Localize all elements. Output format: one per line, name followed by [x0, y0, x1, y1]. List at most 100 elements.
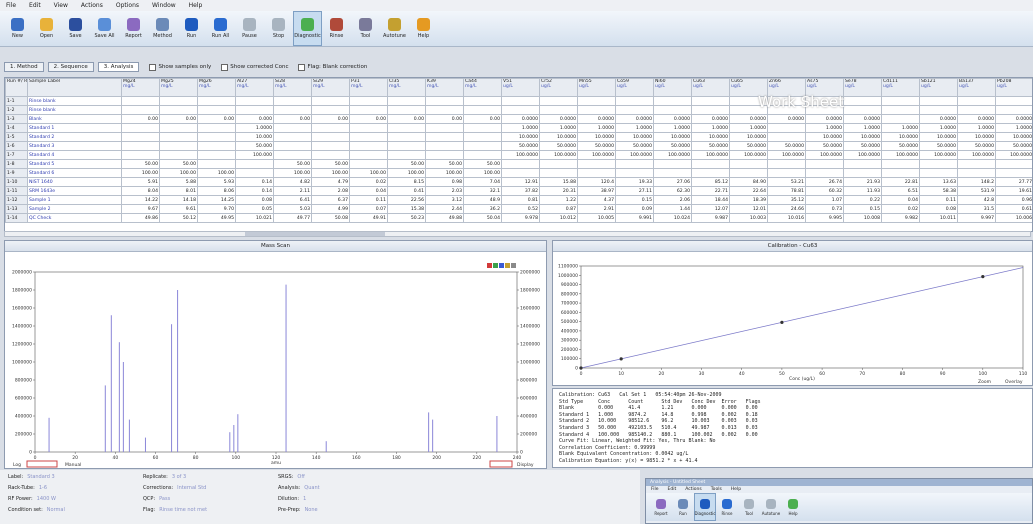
status-value: Pass: [159, 496, 170, 502]
value-cell: [692, 160, 730, 169]
status-area: Label:Standard 3Rack-Tube:1-6RF Power:14…: [0, 470, 640, 524]
checkbox[interactable]: Show corrected Conc: [221, 64, 288, 71]
menu-item[interactable]: Tools: [711, 487, 722, 492]
toolbar-button[interactable]: Open: [32, 11, 61, 46]
value-cell: 10.0000: [692, 133, 730, 142]
table-row: 1-5Standard 210.00010.000010.000010.0000…: [6, 133, 1033, 142]
status-label: SRGS:: [278, 474, 293, 480]
toolbar-button[interactable]: Diagnostic: [694, 493, 716, 521]
unit: ug/L: [731, 84, 766, 89]
toolbar-button[interactable]: Pause: [235, 11, 264, 46]
toolbar-button[interactable]: Run: [177, 11, 206, 46]
toolbar-button[interactable]: Autotune: [760, 493, 782, 521]
toolbar-button[interactable]: Help: [782, 493, 804, 521]
value-cell: [312, 142, 350, 151]
value-cell: 100.00: [426, 169, 464, 178]
value-cell: [426, 133, 464, 142]
menu-item[interactable]: Actions: [685, 487, 701, 492]
value-cell: 35.12: [768, 196, 806, 205]
toolbar-button[interactable]: Stop: [264, 11, 293, 46]
toolbar-button[interactable]: Help: [409, 11, 438, 46]
checkbox-box[interactable]: [298, 64, 305, 71]
toolbar-button[interactable]: Autotune: [380, 11, 409, 46]
menu-item[interactable]: View: [54, 2, 68, 9]
toolbar-label: Rinse: [722, 511, 733, 516]
horizontal-scrollbar[interactable]: [4, 231, 1031, 237]
checkbox-box[interactable]: [221, 64, 228, 71]
column-header: Ba137ug/L: [958, 79, 996, 97]
value-cell: 0.00: [350, 115, 388, 124]
value-cell: 50.00: [312, 160, 350, 169]
value-cell: 1.0000: [692, 124, 730, 133]
status-field: Analysis:Quant: [278, 485, 320, 491]
tab[interactable]: 1. Method: [4, 62, 44, 72]
report-line: Standard 3 50.000 492103.5 510.4 49.987 …: [559, 425, 1026, 432]
menu-item[interactable]: Actions: [81, 2, 103, 9]
calibration-point: [579, 366, 582, 369]
value-cell: 0.0000: [692, 115, 730, 124]
menu-item[interactable]: Window: [152, 2, 176, 9]
tab[interactable]: 2. Sequence: [48, 62, 94, 72]
value-cell: [464, 97, 502, 106]
table-row: 1-13Sample 29.679.619.700.055.034.990.07…: [6, 205, 1033, 214]
toolbar-button[interactable]: Run All: [206, 11, 235, 46]
value-cell: [350, 160, 388, 169]
y-tick-label: 1000000: [12, 360, 32, 366]
value-cell: 120.4: [578, 178, 616, 187]
tab[interactable]: 3. Analysis: [98, 62, 140, 72]
menu-item[interactable]: Edit: [29, 2, 41, 9]
unit: mg/L: [275, 84, 310, 89]
toolbar-button[interactable]: Method: [148, 11, 177, 46]
value-cell: 10.0000: [882, 133, 920, 142]
value-cell: 10.0000: [920, 133, 958, 142]
toolbar-button[interactable]: Save: [61, 11, 90, 46]
toolbar-button[interactable]: Report: [119, 11, 148, 46]
toolbar-icon: [678, 499, 688, 509]
x-tick-label: 220: [473, 455, 482, 461]
value-cell: 50.0000: [882, 142, 920, 151]
checkbox[interactable]: Flag: Blank correction: [298, 64, 367, 71]
column-header: Cd111ug/L: [882, 79, 920, 97]
value-cell: [730, 169, 768, 178]
value-cell: [312, 124, 350, 133]
value-cell: 6.41: [274, 196, 312, 205]
checkbox-box[interactable]: [149, 64, 156, 71]
value-cell: [920, 97, 958, 106]
run-cell: 1-8: [6, 160, 28, 169]
toolbar-button[interactable]: Report: [650, 493, 672, 521]
toolbar-label: Pause: [242, 33, 257, 39]
status-field: QCP:Pass: [143, 496, 170, 502]
menu-item[interactable]: Options: [116, 2, 139, 9]
toolbar-button[interactable]: New: [3, 11, 32, 46]
checkbox[interactable]: Show samples only: [149, 64, 211, 71]
value-cell: 50.0000: [768, 142, 806, 151]
value-cell: 0.00: [312, 115, 350, 124]
value-cell: [768, 160, 806, 169]
value-cell: [540, 106, 578, 115]
unit: ug/L: [997, 84, 1032, 89]
value-cell: [958, 169, 996, 178]
toolbar-button[interactable]: Tool: [738, 493, 760, 521]
toolbar-button[interactable]: Run: [672, 493, 694, 521]
run-cell: 1-3: [6, 115, 28, 124]
value-cell: 0.0000: [616, 115, 654, 124]
menu-item[interactable]: Edit: [668, 487, 677, 492]
unit: mg/L: [389, 84, 424, 89]
menu-item[interactable]: File: [651, 487, 659, 492]
menu-item[interactable]: Help: [189, 2, 203, 9]
toolbar-button[interactable]: Rinse: [716, 493, 738, 521]
toolbar-button[interactable]: Save All: [90, 11, 119, 46]
report-line: Standard 4 100.000 985140.2 880.1 100.00…: [559, 432, 1026, 439]
menu-item[interactable]: Help: [731, 487, 741, 492]
toolbar-button[interactable]: Rinse: [322, 11, 351, 46]
menu-item[interactable]: File: [6, 2, 16, 9]
toolbar-button[interactable]: Diagnostic: [293, 11, 322, 46]
value-cell: [160, 142, 198, 151]
toolbar-button[interactable]: Tool: [351, 11, 380, 46]
calibration-point: [780, 321, 783, 324]
value-cell: [882, 97, 920, 106]
y-tick-label: 300000: [561, 338, 578, 344]
label-cell: Standard 4: [28, 151, 122, 160]
x-axis-label: amu: [271, 461, 281, 466]
value-cell: 37.82: [502, 187, 540, 196]
